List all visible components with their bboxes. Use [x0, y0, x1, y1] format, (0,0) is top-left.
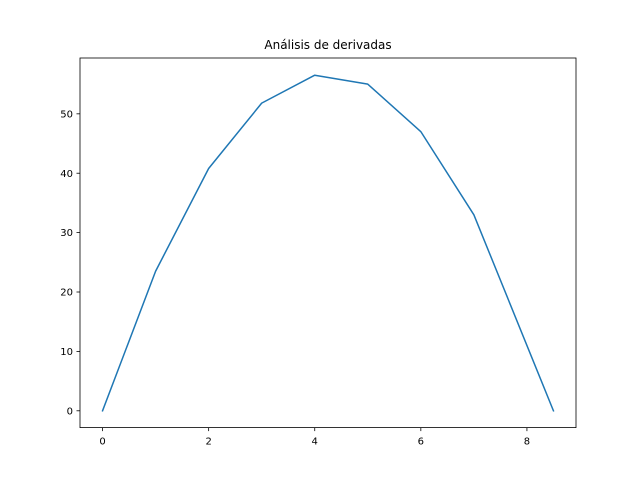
- x-tick-label: 2: [205, 437, 211, 448]
- y-tick-label: 0: [67, 406, 73, 417]
- y-tick-label: 10: [60, 347, 73, 358]
- x-tick-label: 8: [524, 437, 530, 448]
- x-tick-label: 6: [418, 437, 424, 448]
- x-axis-ticks: 0 2 4 6 8: [99, 427, 530, 448]
- chart-title: Análisis de derivadas: [264, 38, 391, 52]
- y-tick-label: 50: [60, 109, 73, 120]
- axes-frame: [79, 57, 577, 429]
- y-tick-label: 30: [60, 228, 73, 239]
- x-tick-label: 0: [99, 437, 105, 448]
- series-line: [101, 74, 555, 412]
- y-tick-label: 40: [60, 169, 73, 180]
- series-layer: [101, 74, 555, 412]
- y-axis-ticks: 0 10 20 30 40 50: [60, 109, 80, 417]
- x-tick-label: 4: [312, 437, 318, 448]
- y-tick-label: 20: [60, 288, 73, 299]
